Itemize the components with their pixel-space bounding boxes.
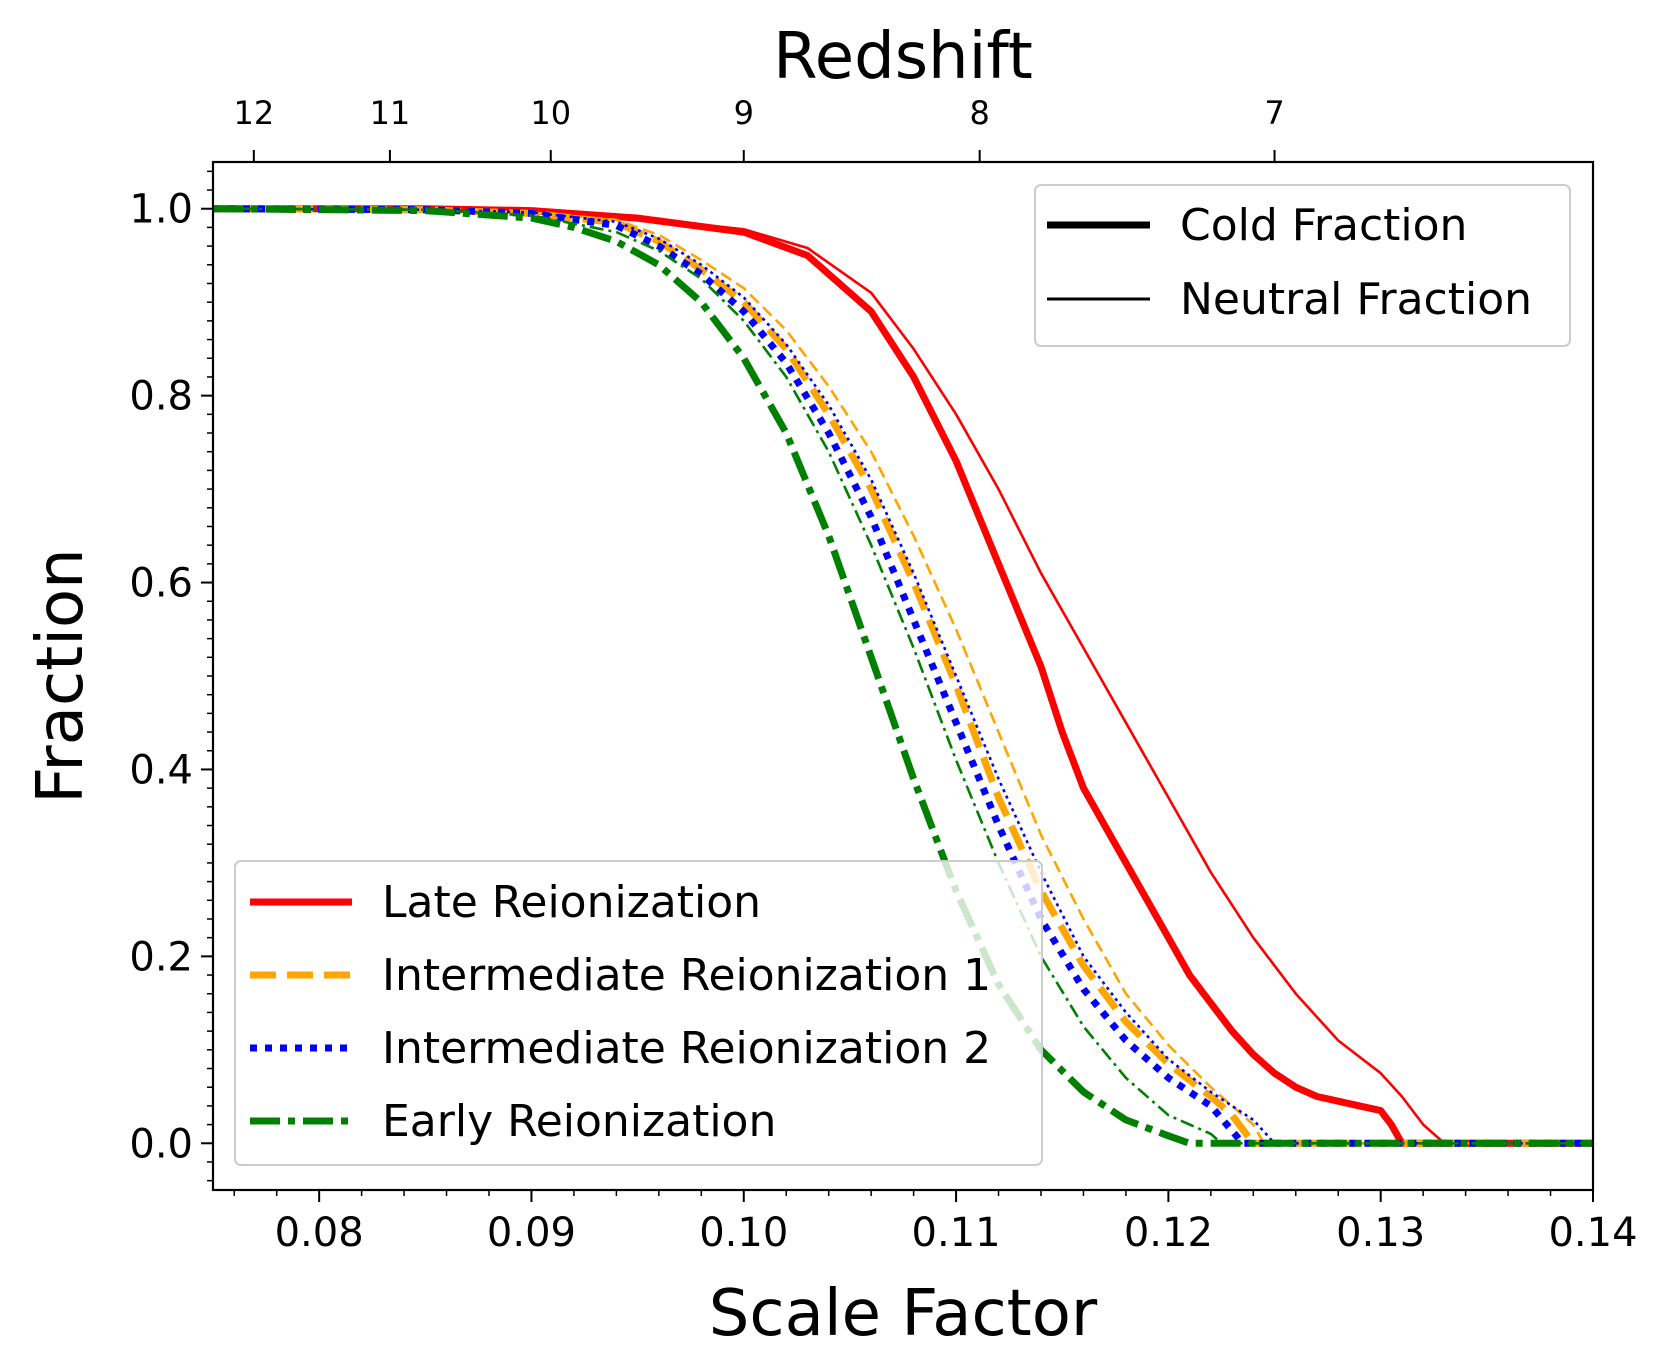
- top-tick-label: 9: [734, 94, 754, 132]
- top-tick-label: 8: [969, 94, 989, 132]
- x-tick-label: 0.08: [275, 1210, 364, 1256]
- legend-label-late: Late Reionization: [382, 877, 761, 928]
- x-axis-label: Scale Factor: [709, 1277, 1098, 1351]
- y-tick-label: 0.4: [129, 747, 193, 793]
- top-tick-label: 7: [1264, 94, 1284, 132]
- y-tick-label: 0.0: [129, 1121, 193, 1167]
- y-tick-label: 1.0: [129, 187, 193, 233]
- y-tick-label: 0.2: [129, 934, 193, 980]
- x-tick-label: 0.12: [1124, 1210, 1213, 1256]
- top-tick-label: 10: [530, 94, 571, 132]
- top-axis-label: Redshift: [773, 20, 1033, 94]
- intermediate-reionization-1-neutral-line: [213, 207, 1593, 1145]
- legend-models: Late Reionization Intermediate Reionizat…: [234, 860, 1043, 1166]
- x-tick-label: 0.14: [1548, 1210, 1637, 1256]
- series-layer: [213, 205, 1593, 1147]
- y-tick-label: 0.8: [129, 374, 193, 420]
- x-tick-label: 0.09: [487, 1210, 576, 1256]
- top-tick-label: 11: [370, 94, 411, 132]
- late-reionization-cold-line: [213, 205, 1593, 1147]
- intermediate-reionization-1-cold-line: [213, 205, 1593, 1147]
- y-tick-label: 0.6: [129, 561, 193, 607]
- legend-label-neutral: Neutral Fraction: [1180, 274, 1532, 325]
- late-reionization-neutral-line: [213, 207, 1593, 1145]
- legend-styles: Cold Fraction Neutral Fraction: [1034, 184, 1571, 347]
- early-reionization-cold-line: [213, 205, 1593, 1147]
- x-tick-label: 0.13: [1336, 1210, 1425, 1256]
- top-tick-label: 12: [233, 94, 274, 132]
- legend-label-early: Early Reionization: [382, 1096, 776, 1147]
- ticks-layer: 0.08 0.09 0.10 0.11 0.12 0.13 0.14 0.0 0.2 0.4 0.6…: [129, 94, 1637, 1256]
- legend-label-cold: Cold Fraction: [1180, 200, 1467, 251]
- y-axis-label: Fraction: [24, 548, 98, 803]
- legend-label-intermediate-2: Intermediate Reionization 2: [382, 1023, 991, 1074]
- x-tick-label: 0.10: [699, 1210, 788, 1256]
- legend-models-frame: [234, 860, 1043, 1166]
- intermediate-reionization-2-cold-line: [213, 205, 1593, 1147]
- legend-styles-frame: [1034, 184, 1571, 347]
- early-reionization-neutral-line: [213, 207, 1593, 1145]
- x-tick-label: 0.11: [912, 1210, 1001, 1256]
- legend-label-intermediate-1: Intermediate Reionization 1: [382, 950, 991, 1001]
